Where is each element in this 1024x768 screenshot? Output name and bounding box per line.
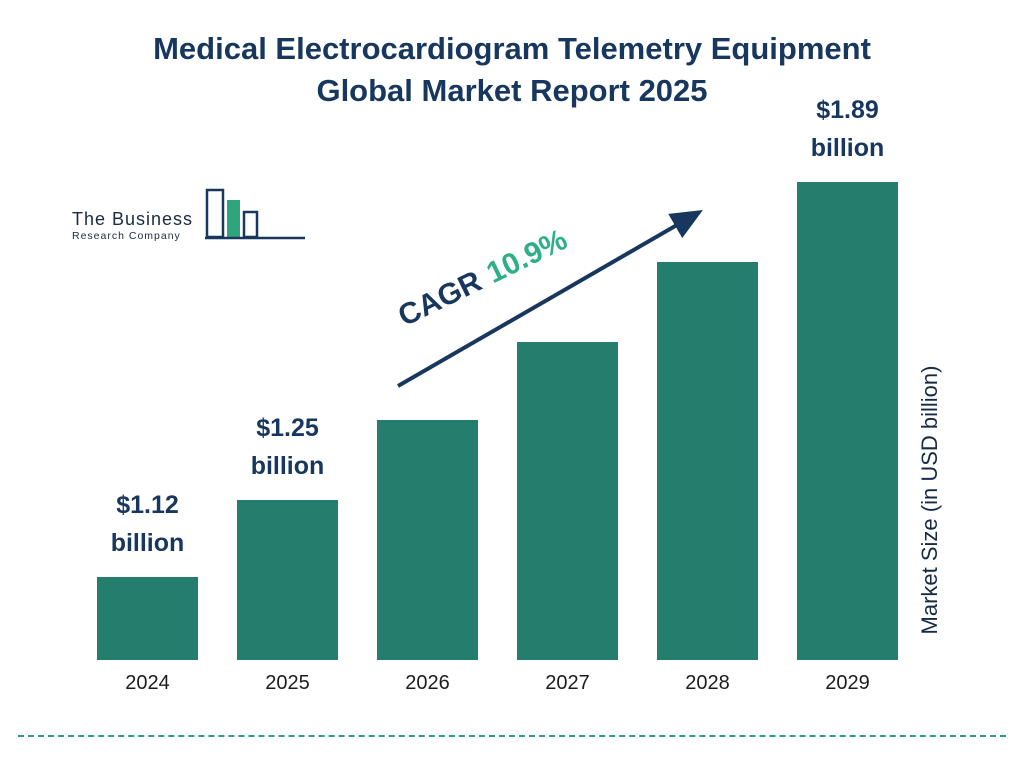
company-logo: The Business Research Company — [72, 178, 309, 248]
chart-column-2024: $1.12 billion 2024 — [97, 0, 198, 695]
bar-2028 — [657, 262, 758, 660]
x-axis-label-2028: 2028 — [685, 672, 730, 694]
bar-chart-columns: $1.12 billion 2024 $1.25 billion 2025 2026 2027… — [97, 0, 898, 695]
bar-value-label-2024: $1.12 billion — [110, 490, 185, 558]
page-title-line2: Global Market Report 2025 — [316, 72, 708, 108]
bar-2027 — [517, 342, 618, 660]
bar-2025 — [237, 500, 338, 660]
page-title: Medical Electrocardiogram Telemetry Equi… — [0, 28, 1024, 112]
bar-value-label-2025: $1.25 billion — [250, 413, 325, 481]
logo-bar-chart-icon — [205, 188, 306, 240]
y-axis-label: Market Size (in USD billion) — [917, 365, 942, 635]
bottom-dashed-divider — [18, 735, 1006, 737]
chart-column-2027: 2027 — [517, 0, 618, 695]
bar-2029 — [797, 182, 898, 660]
bar-2024 — [97, 577, 198, 660]
company-logo-subname: Research Company — [72, 230, 181, 242]
bar-value-label-2029: $1.89 billion — [810, 95, 885, 163]
x-axis-label-2029: 2029 — [825, 672, 870, 694]
chart-column-2025: $1.25 billion 2025 — [237, 0, 338, 695]
bar-chart: $1.12 billion 2024 $1.25 billion 2025 2026 2027… — [97, 0, 898, 700]
bar-2026 — [377, 420, 478, 660]
company-logo-name: The Business — [72, 209, 194, 229]
x-axis-label-2027: 2027 — [545, 672, 590, 694]
x-axis-label-2026: 2026 — [405, 672, 450, 694]
chart-column-2029: $1.89 billion 2029 — [797, 0, 898, 695]
x-axis-label-2024: 2024 — [125, 672, 170, 694]
chart-column-2026: 2026 — [377, 0, 478, 695]
chart-column-2028: 2028 — [657, 0, 758, 695]
page-title-line1: Medical Electrocardiogram Telemetry Equi… — [153, 31, 871, 66]
company-logo-text: The Business Research Company — [72, 209, 193, 248]
x-axis-label-2025: 2025 — [265, 672, 310, 694]
